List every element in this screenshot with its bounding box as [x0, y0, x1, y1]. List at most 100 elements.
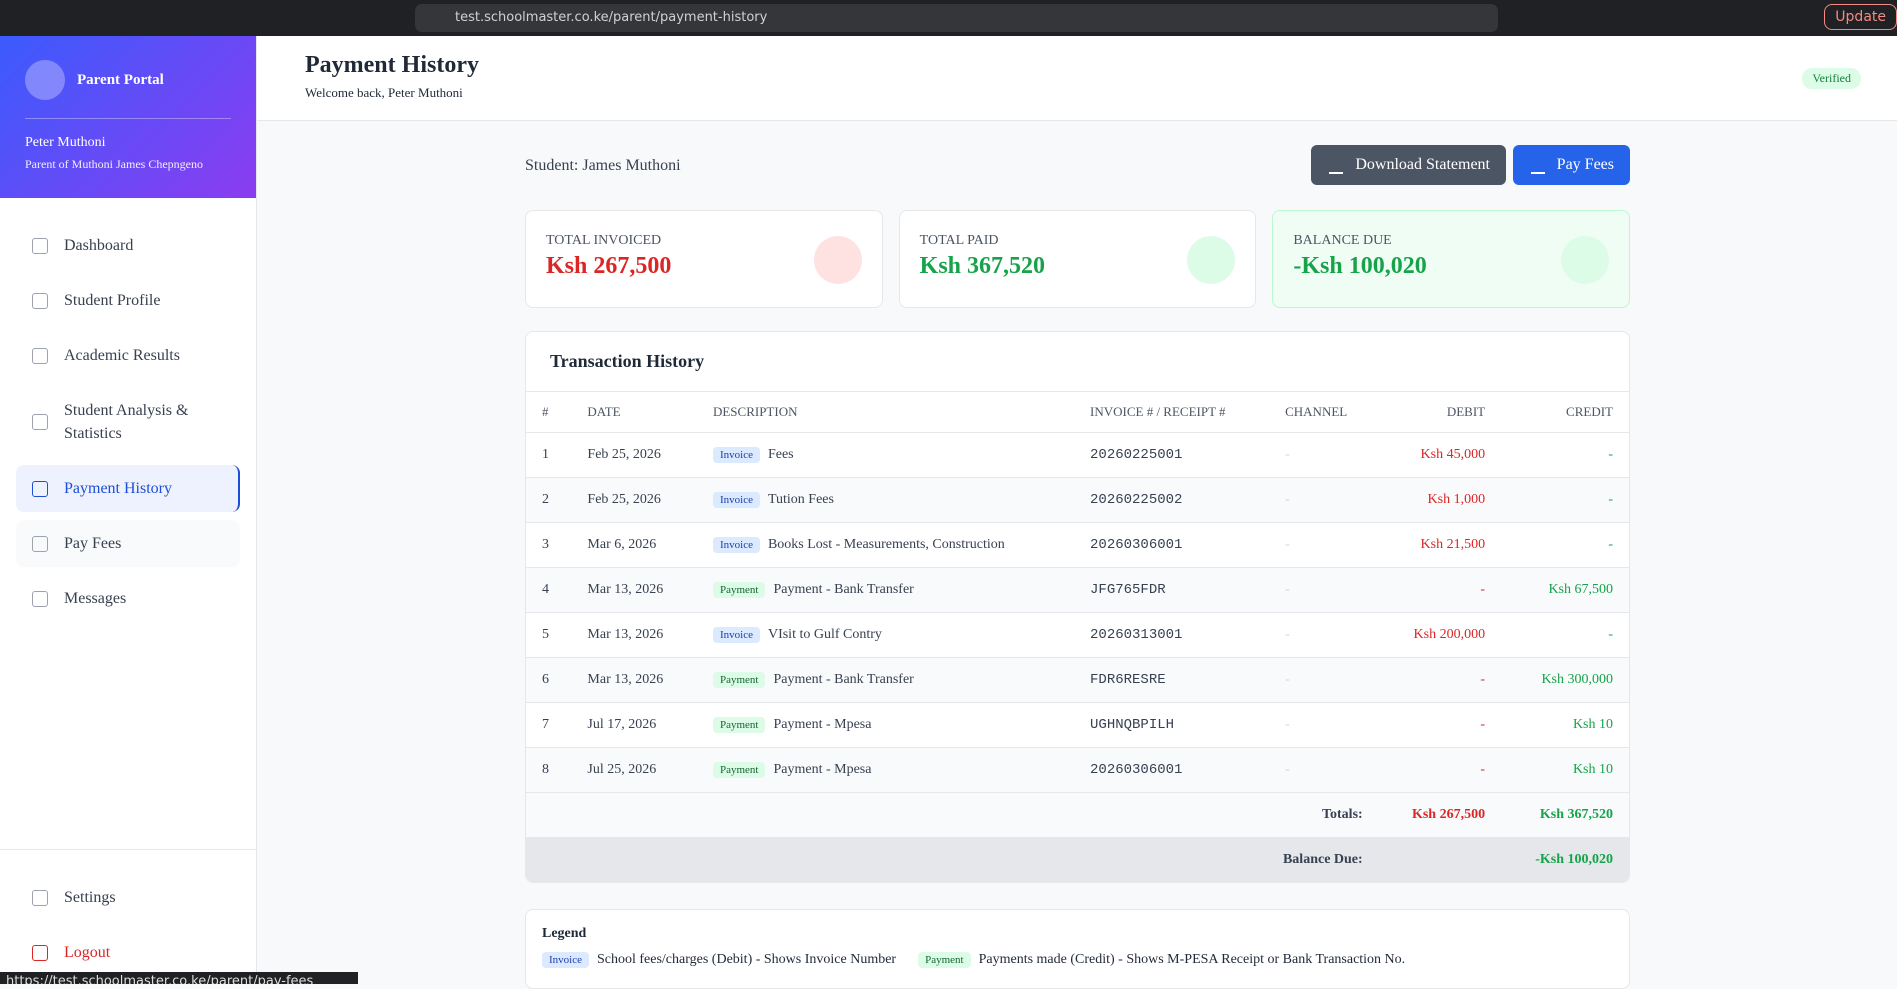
- debit: Ksh 45,000: [1379, 432, 1501, 477]
- address-bar[interactable]: test.schoolmaster.co.ke/parent/payment-h…: [415, 4, 1498, 32]
- type-tag: Payment: [713, 672, 766, 688]
- nav-item[interactable]: Payment History: [16, 465, 240, 512]
- column-header: DESCRIPTION: [697, 392, 1074, 432]
- table-title: Transaction History: [526, 332, 1629, 392]
- reference: JFG765FDR: [1074, 567, 1269, 612]
- description: Payment Payment - Mpesa: [697, 747, 1074, 792]
- legend-tag: Payment: [918, 952, 971, 968]
- reference: 20260306001: [1074, 522, 1269, 567]
- row-number: 6: [526, 657, 571, 702]
- column-header: DEBIT: [1379, 392, 1501, 432]
- portal-title: Parent Portal: [77, 72, 164, 89]
- row-number: 3: [526, 522, 571, 567]
- type-tag: Invoice: [713, 537, 760, 553]
- credit: -: [1501, 477, 1629, 522]
- balance-row: Balance Due: -Ksh 100,020: [526, 837, 1629, 882]
- summary-icon: [1561, 236, 1609, 284]
- type-tag: Invoice: [713, 627, 760, 643]
- user-name: Peter Muthoni: [25, 135, 231, 151]
- channel: -: [1269, 612, 1379, 657]
- credit: Ksh 300,000: [1501, 657, 1629, 702]
- row-number: 2: [526, 477, 571, 522]
- description-text: Tution Fees: [768, 492, 834, 507]
- debit: -: [1379, 747, 1501, 792]
- nav-list: Dashboard Student Profile Academic Results…: [0, 198, 256, 622]
- settings-link[interactable]: Settings: [16, 874, 240, 921]
- nav-item[interactable]: Dashboard: [16, 222, 240, 269]
- nav-item[interactable]: Academic Results: [16, 332, 240, 379]
- date: Jul 17, 2026: [571, 702, 697, 747]
- total-credit: Ksh 367,520: [1501, 792, 1629, 837]
- nav-item[interactable]: Pay Fees: [16, 520, 240, 567]
- avatar: [25, 60, 65, 100]
- credit: -: [1501, 522, 1629, 567]
- balance-value: -Ksh 100,020: [1501, 837, 1629, 882]
- action-button[interactable]: Download Statement: [1311, 145, 1506, 185]
- summary-card: BALANCE DUE-Ksh 100,020: [1272, 210, 1630, 308]
- legend-text: School fees/charges (Debit) - Shows Invo…: [597, 952, 896, 967]
- channel: -: [1269, 432, 1379, 477]
- row-number: 1: [526, 432, 571, 477]
- divider: [25, 118, 231, 119]
- debit: Ksh 200,000: [1379, 612, 1501, 657]
- credit: Ksh 10: [1501, 702, 1629, 747]
- action-button[interactable]: Pay Fees: [1513, 145, 1630, 185]
- type-tag: Invoice: [713, 492, 760, 508]
- nav-item[interactable]: Messages: [16, 575, 240, 622]
- date: Mar 13, 2026: [571, 612, 697, 657]
- row-number: 4: [526, 567, 571, 612]
- balance-label: Balance Due:: [526, 837, 1379, 882]
- date: Feb 25, 2026: [571, 477, 697, 522]
- update-button[interactable]: Update: [1824, 4, 1897, 30]
- column-header: #: [526, 392, 571, 432]
- column-header: CREDIT: [1501, 392, 1629, 432]
- channel: -: [1269, 477, 1379, 522]
- type-tag: Payment: [713, 762, 766, 778]
- summary-icon: [1187, 236, 1235, 284]
- nav-item[interactable]: Student Profile: [16, 277, 240, 324]
- channel: -: [1269, 567, 1379, 612]
- debit: -: [1379, 567, 1501, 612]
- logout-link[interactable]: Logout: [16, 929, 240, 976]
- column-header: DATE: [571, 392, 697, 432]
- empty-cell: [1379, 837, 1501, 882]
- summary-label: BALANCE DUE: [1293, 233, 1609, 249]
- row-number: 5: [526, 612, 571, 657]
- welcome-text: Welcome back, Peter Muthoni: [305, 85, 1849, 101]
- credit: Ksh 10: [1501, 747, 1629, 792]
- type-tag: Payment: [713, 717, 766, 733]
- status-url: https://test.schoolmaster.co.ke/parent/p…: [0, 972, 358, 984]
- description: Invoice Tution Fees: [697, 477, 1074, 522]
- date: Mar 13, 2026: [571, 657, 697, 702]
- nav-item[interactable]: Student Analysis & Statistics: [16, 387, 240, 457]
- credit: -: [1501, 612, 1629, 657]
- sidebar-footer: Settings Logout: [0, 849, 256, 984]
- browser-bar: test.schoolmaster.co.ke/parent/payment-h…: [0, 0, 1897, 36]
- type-tag: Invoice: [713, 447, 760, 463]
- totals-label: Totals:: [526, 792, 1379, 837]
- legend-tag: Invoice: [542, 952, 589, 968]
- row-number: 8: [526, 747, 571, 792]
- description-text: Payment - Mpesa: [773, 762, 871, 777]
- debit: -: [1379, 702, 1501, 747]
